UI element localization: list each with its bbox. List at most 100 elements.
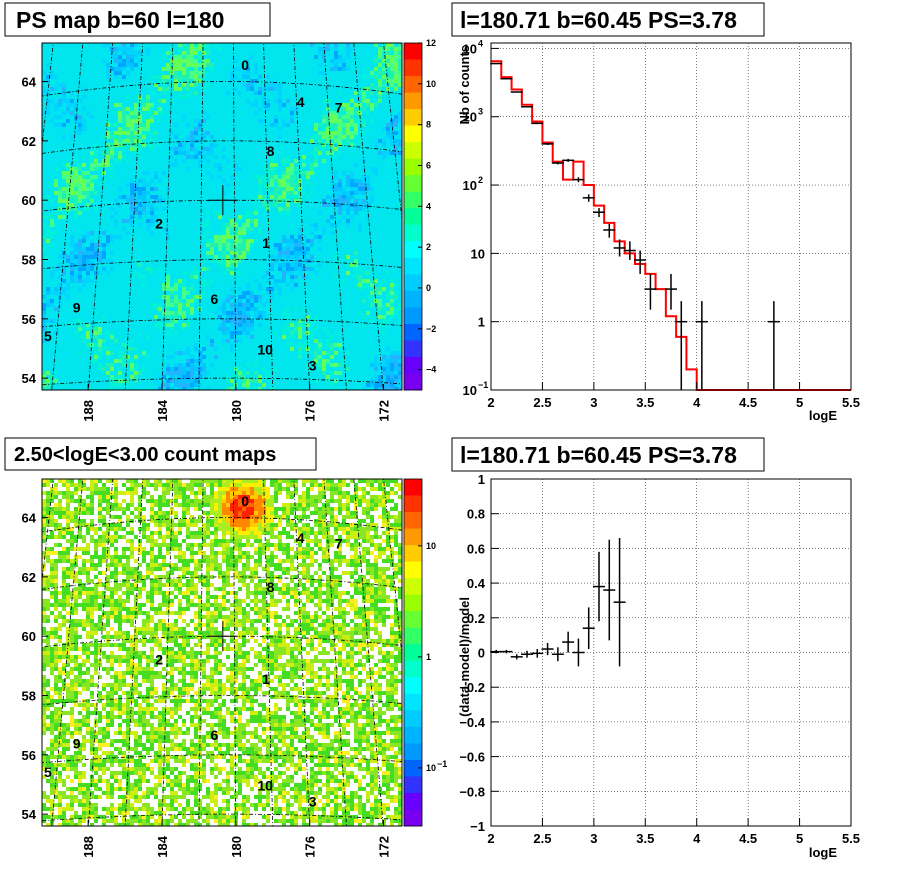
map-pixel: [386, 383, 390, 387]
map-pixel: [346, 483, 350, 487]
map-pixel: [386, 295, 390, 299]
map-pixel: [198, 151, 202, 155]
map-pixel: [182, 95, 186, 99]
map-pixel: [286, 191, 290, 195]
map-pixel: [122, 575, 126, 579]
map-pixel: [270, 579, 274, 583]
map-pixel: [130, 135, 134, 139]
map-pixel: [174, 303, 178, 307]
map-pixel: [198, 503, 202, 507]
map-pixel: [362, 103, 366, 107]
map-pixel: [42, 507, 46, 511]
map-pixel: [358, 567, 362, 571]
map-pixel: [50, 223, 54, 227]
map-pixel: [350, 543, 354, 547]
map-pixel: [154, 503, 158, 507]
map-pixel: [122, 503, 126, 507]
map-pixel: [54, 579, 58, 583]
map-pixel: [334, 135, 338, 139]
map-pixel: [166, 295, 170, 299]
map-pixel: [174, 379, 178, 383]
map-pixel: [174, 511, 178, 515]
map-pixel: [346, 263, 350, 267]
map-pixel: [318, 263, 322, 267]
map-pixel: [162, 199, 166, 203]
map-pixel: [98, 547, 102, 551]
map-pixel: [382, 523, 386, 527]
map-pixel: [78, 515, 82, 519]
map-ytick-label: 60: [22, 193, 36, 208]
map-pixel: [286, 483, 290, 487]
map-pixel: [370, 71, 374, 75]
map-pixel: [230, 263, 234, 267]
map-pixel: [374, 71, 378, 75]
map-pixel: [146, 507, 150, 511]
map-pixel: [306, 315, 310, 319]
map-pixel: [394, 51, 398, 55]
map-pixel: [338, 363, 342, 367]
map-pixel: [110, 519, 114, 523]
map-pixel: [278, 567, 282, 571]
map-pixel: [190, 495, 194, 499]
map-pixel: [150, 271, 154, 275]
map-pixel: [310, 555, 314, 559]
map-pixel: [122, 107, 126, 111]
map-pixel: [322, 551, 326, 555]
map-pixel: [58, 187, 62, 191]
colorbar-tick-label: 6: [426, 160, 431, 170]
map-pixel: [94, 579, 98, 583]
map-pixel: [286, 495, 290, 499]
map-pixel: [82, 575, 86, 579]
map-pixel: [278, 91, 282, 95]
map-pixel: [354, 267, 358, 271]
map-pixel: [366, 279, 370, 283]
map-pixel: [386, 311, 390, 315]
map-pixel: [246, 551, 250, 555]
map-pixel: [254, 219, 258, 223]
map-pixel: [302, 523, 306, 527]
map-pixel: [130, 579, 134, 583]
map-pixel: [134, 531, 138, 535]
map-pixel: [42, 371, 46, 375]
map-pixel: [170, 323, 174, 327]
map-pixel: [198, 559, 202, 563]
map-pixel: [234, 299, 238, 303]
map-pixel: [286, 183, 290, 187]
map-pixel: [142, 127, 146, 131]
map-pixel: [102, 147, 106, 151]
map-pixel: [354, 123, 358, 127]
map-pixel: [102, 523, 106, 527]
map-pixel: [102, 231, 106, 235]
map-pixel: [58, 559, 62, 563]
map-pixel: [370, 551, 374, 555]
map-pixel: [182, 575, 186, 579]
map-pixel: [222, 191, 226, 195]
map-pixel: [58, 191, 62, 195]
map-pixel: [290, 183, 294, 187]
map-pixel: [286, 251, 290, 255]
map-pixel: [370, 379, 374, 383]
map-pixel: [122, 379, 126, 383]
map-pixel: [74, 187, 78, 191]
map-pixel: [282, 175, 286, 179]
map-pixel: [322, 99, 326, 103]
map-pixel: [194, 479, 198, 483]
map-pixel: [286, 487, 290, 491]
map-pixel: [90, 183, 94, 187]
map-pixel: [226, 227, 230, 231]
map-pixel: [230, 223, 234, 227]
map-pixel: [374, 551, 378, 555]
map-pixel: [138, 143, 142, 147]
map-pixel: [302, 567, 306, 571]
map-pixel: [342, 511, 346, 515]
map-pixel: [82, 155, 86, 159]
map-pixel: [46, 235, 50, 239]
map-pixel: [70, 199, 74, 203]
map-pixel: [198, 491, 202, 495]
map-pixel: [306, 551, 310, 555]
map-pixel: [382, 303, 386, 307]
map-pixel: [362, 559, 366, 563]
map-pixel: [322, 507, 326, 511]
map-pixel: [250, 515, 254, 519]
map-pixel: [166, 63, 170, 67]
